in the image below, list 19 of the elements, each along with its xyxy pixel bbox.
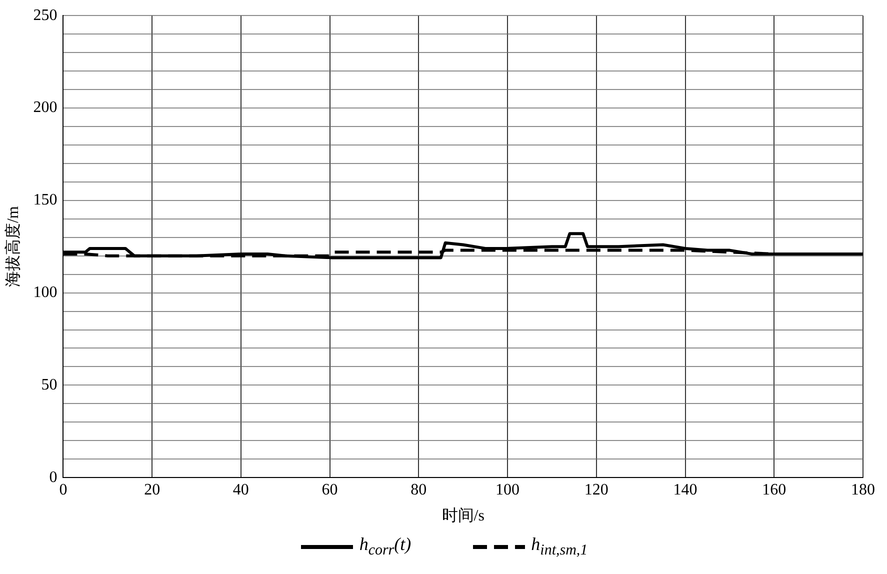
x-axis-title: 时间/s bbox=[442, 506, 484, 525]
x-tick-label: 180 bbox=[851, 481, 875, 498]
x-tick-label: 100 bbox=[496, 481, 520, 498]
y-tick-label: 0 bbox=[49, 468, 58, 486]
x-tick-label: 140 bbox=[673, 481, 698, 498]
x-tick-label: 60 bbox=[322, 481, 338, 498]
y-tick-label: 200 bbox=[33, 99, 58, 116]
x-tick-label: 40 bbox=[232, 481, 249, 498]
legend-label: h$_{corr}$(t) bbox=[359, 534, 412, 560]
y-axis-title: 海拔高度/m bbox=[4, 206, 22, 288]
x-tick-label: 120 bbox=[584, 481, 608, 498]
y-tick-label: 50 bbox=[41, 376, 58, 394]
x-tick-label: 80 bbox=[410, 481, 427, 498]
legend-label: h$_{int,sm,1}$ bbox=[531, 534, 588, 560]
y-tick-label: 250 bbox=[33, 6, 58, 24]
x-tick-label: 160 bbox=[762, 481, 786, 498]
y-tick-label: 100 bbox=[33, 284, 58, 302]
x-tick-label: 20 bbox=[144, 481, 160, 498]
y-tick-label: 150 bbox=[33, 192, 58, 209]
